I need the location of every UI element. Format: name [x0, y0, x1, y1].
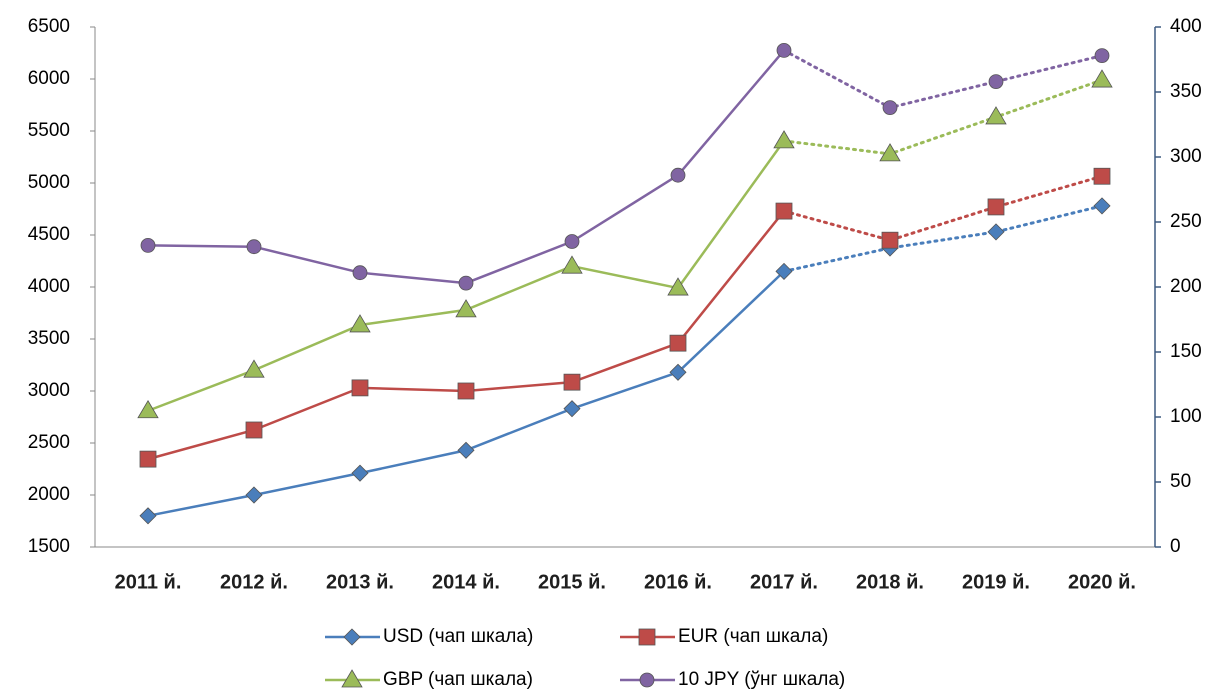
- legend-marker: [343, 628, 361, 646]
- y2-tick-label: 300: [1170, 146, 1202, 167]
- x-tick-label: 2017 й.: [750, 571, 818, 593]
- marker: [457, 441, 475, 459]
- marker: [988, 74, 1004, 89]
- y-tick-label: 3000: [28, 380, 70, 401]
- marker: [669, 363, 687, 381]
- series-line-dotted: [782, 78, 1104, 156]
- marker: [881, 231, 899, 249]
- marker: [563, 400, 581, 418]
- x-tick-label: 2020 й.: [1068, 571, 1136, 593]
- y-tick-label: 4500: [28, 224, 70, 245]
- marker: [1091, 69, 1113, 88]
- y2-tick-label: 200: [1170, 276, 1202, 297]
- x-tick-label: 2018 й.: [856, 571, 924, 593]
- marker: [670, 167, 686, 183]
- marker: [882, 100, 898, 115]
- marker: [139, 450, 157, 468]
- marker: [245, 486, 263, 504]
- marker: [245, 421, 263, 439]
- marker: [987, 198, 1005, 216]
- y-tick-label: 4000: [28, 276, 70, 297]
- x-tick-label: 2014 й.: [432, 571, 500, 593]
- y2-tick-label: 100: [1170, 406, 1202, 427]
- marker: [561, 255, 583, 274]
- legend-label: 10 JPY (ўнг шкала): [678, 669, 845, 690]
- x-tick-label: 2013 й.: [326, 571, 394, 593]
- series-line-dotted: [782, 204, 1104, 273]
- y-tick-label: 5500: [28, 120, 70, 141]
- y2-tick-label: 250: [1170, 211, 1202, 232]
- legend-label: EUR (чап шкала): [678, 626, 828, 647]
- x-tick-label: 2015 й.: [538, 571, 606, 593]
- marker: [139, 507, 157, 525]
- marker: [458, 275, 474, 291]
- y-tick-label: 2000: [28, 484, 70, 505]
- marker: [351, 464, 369, 482]
- y2-tick-label: 0: [1170, 536, 1181, 557]
- y2-tick-label: 350: [1170, 81, 1202, 102]
- marker: [775, 202, 793, 220]
- marker: [564, 234, 580, 249]
- marker: [352, 265, 368, 281]
- x-tick-label: 2011 й.: [115, 571, 182, 593]
- marker: [775, 262, 793, 280]
- x-tick-label: 2016 й.: [644, 571, 712, 593]
- y-tick-label: 5000: [28, 172, 70, 193]
- x-tick-label: 2019 й.: [962, 571, 1030, 593]
- y2-tick-label: 400: [1170, 16, 1202, 37]
- marker: [563, 373, 581, 391]
- y-tick-label: 6000: [28, 68, 70, 89]
- y-tick-label: 3500: [28, 328, 70, 349]
- y-tick-label: 6500: [28, 16, 70, 37]
- series-line: [146, 209, 786, 461]
- marker: [455, 299, 477, 318]
- series-line-dotted: [782, 174, 1104, 242]
- legend-marker: [638, 628, 656, 646]
- y2-tick-label: 150: [1170, 341, 1202, 362]
- marker: [987, 223, 1005, 241]
- marker: [1093, 167, 1111, 185]
- marker: [1094, 48, 1110, 63]
- legend-marker: [341, 669, 363, 688]
- marker: [349, 314, 371, 333]
- marker: [667, 277, 689, 296]
- legend-label: USD (чап шкала): [383, 626, 533, 647]
- y2-tick-label: 50: [1170, 471, 1191, 492]
- series-line: [146, 49, 786, 285]
- marker: [140, 237, 156, 253]
- x-tick-label: 2012 й.: [220, 571, 288, 593]
- marker: [773, 130, 795, 149]
- y-tick-label: 1500: [28, 536, 70, 557]
- series-line-dotted: [782, 48, 1104, 110]
- marker: [879, 143, 901, 162]
- marker: [457, 382, 475, 400]
- marker: [137, 399, 159, 419]
- marker: [246, 239, 262, 255]
- legend-marker: [639, 672, 655, 688]
- marker: [1093, 197, 1111, 215]
- y-tick-label: 2500: [28, 432, 70, 453]
- legend-label: GBP (чап шкала): [383, 669, 533, 690]
- marker: [351, 379, 369, 397]
- marker: [985, 106, 1007, 125]
- marker: [243, 359, 265, 378]
- marker: [776, 43, 792, 58]
- marker: [669, 334, 687, 352]
